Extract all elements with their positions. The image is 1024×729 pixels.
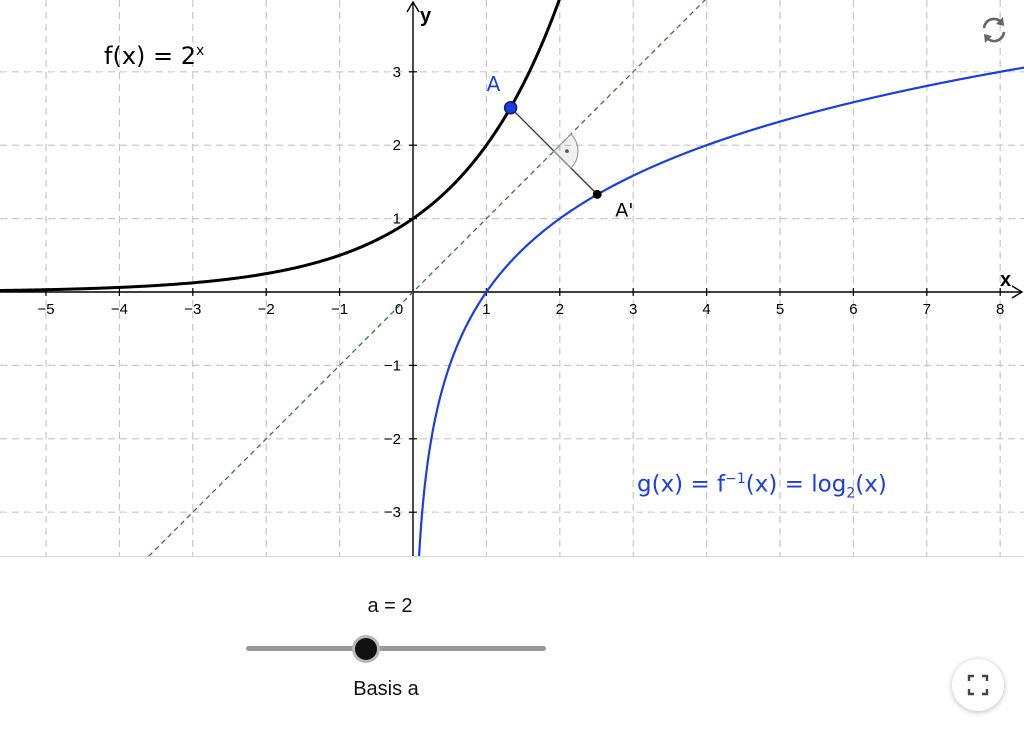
fullscreen-icon	[967, 674, 989, 696]
slider-track[interactable]	[246, 646, 546, 651]
point-A-label: A	[487, 72, 501, 96]
y-tick-label: −1	[384, 357, 401, 374]
x-axis-arrow	[1011, 285, 1024, 299]
g-label-part3: (x)	[855, 471, 887, 498]
x-tick-label: 1	[482, 301, 490, 318]
slider-caption: a = 2	[367, 595, 413, 617]
x-tick-label: 3	[629, 301, 637, 318]
curve-g[interactable]	[417, 65, 1024, 556]
tick-labels: −5 −4 −3 −2 −1 0 1 2 3 4 5 6 7 8 3 2 1 −1 −2 −3	[37, 64, 1004, 521]
y-tick-label: −2	[384, 431, 401, 448]
x-tick-label: 2	[556, 301, 564, 318]
coordinate-system[interactable]: −5 −4 −3 −2 −1 0 1 2 3 4 5 6 7 8 3 2 1 −1 −2 −3 A A' x y	[0, 0, 1024, 556]
x-tick-label: −5	[37, 301, 54, 318]
fullscreen-button[interactable]	[952, 659, 1004, 711]
graphics-view[interactable]: −5 −4 −3 −2 −1 0 1 2 3 4 5 6 7 8 3 2 1 −1 −2 −3 A A' x y f(…	[0, 0, 1024, 556]
g-label-part1: g(x) = f	[637, 471, 726, 498]
grid-lines	[0, 0, 1024, 556]
x-tick-label: −3	[184, 301, 201, 318]
x-tick-label: −4	[111, 301, 128, 318]
f-label: f(x) = 2x	[104, 42, 204, 70]
g-label: g(x) = f−1(x) = log2(x)	[637, 471, 887, 501]
x-tick-label: 6	[849, 301, 857, 318]
x-tick-label: 0	[395, 301, 403, 318]
right-angle-dot	[565, 149, 569, 153]
point-A-prime-label: A'	[615, 199, 633, 221]
point-A-prime[interactable]	[592, 189, 602, 199]
x-tick-label: 7	[923, 301, 931, 318]
y-tick-label: 1	[393, 211, 401, 228]
y-axis-label: y	[420, 5, 432, 27]
x-tick-label: −1	[331, 301, 348, 318]
y-tick-label: −3	[384, 504, 401, 521]
curve-f[interactable]	[0, 0, 563, 293]
y-tick-label: 2	[393, 137, 401, 154]
x-axis-label: x	[1000, 269, 1011, 291]
y-axis-arrow	[406, 0, 420, 13]
f-label-main: f(x) = 2	[104, 42, 197, 70]
slider-label: Basis a	[353, 678, 419, 700]
mirror-line-y-equals-x	[148, 0, 706, 556]
x-tick-label: 5	[776, 301, 784, 318]
right-angle-marker	[553, 133, 579, 169]
slider-knob[interactable]	[355, 638, 377, 660]
x-tick-label: 8	[996, 301, 1004, 318]
g-label-inverse: −1	[725, 471, 746, 487]
x-tick-label: −2	[258, 301, 275, 318]
control-panel: a = 2 Basis a	[0, 556, 1024, 729]
reset-icon	[982, 17, 1006, 43]
reset-button[interactable]	[976, 12, 1012, 48]
g-label-base: 2	[846, 485, 856, 502]
g-label-part2: (x) = log	[745, 471, 847, 498]
x-tick-label: 4	[702, 301, 710, 318]
point-A[interactable]	[503, 101, 518, 115]
f-label-exponent: x	[196, 43, 205, 59]
y-tick-label: 3	[393, 64, 401, 81]
